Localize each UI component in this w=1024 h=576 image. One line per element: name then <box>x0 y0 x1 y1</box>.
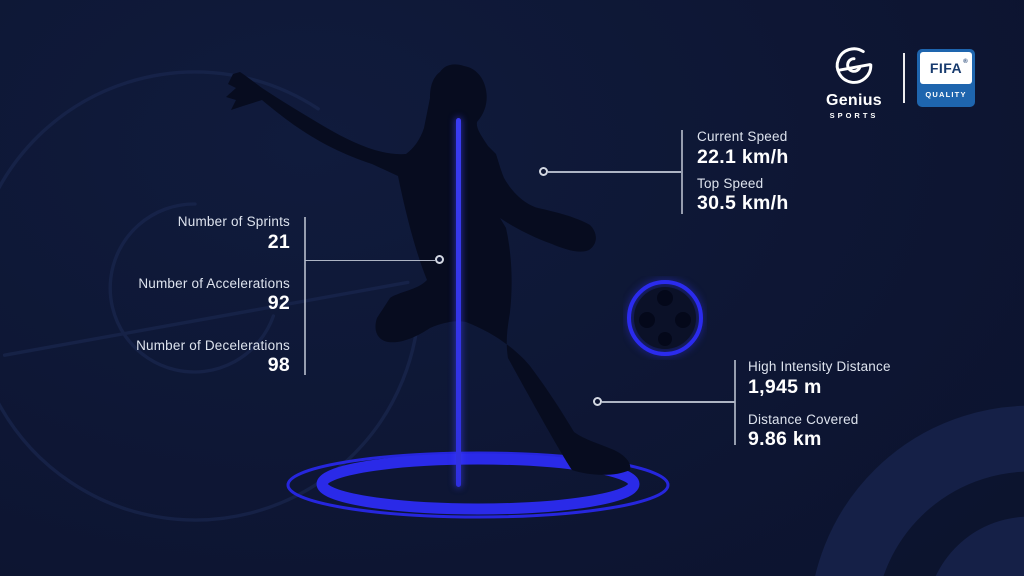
genius-sports-logo: Genius SPORTS <box>816 44 892 120</box>
stat-label: High Intensity Distance <box>748 359 891 374</box>
stat-sprints: Number of Sprints 21 <box>60 214 290 254</box>
stat-label: Current Speed <box>697 129 788 144</box>
distance-connector-line <box>602 401 735 403</box>
stat-value: 21 <box>267 230 290 253</box>
speed-stats-rule <box>681 130 683 214</box>
stat-label: Distance Covered <box>748 411 859 427</box>
speed-connector-line <box>548 171 681 173</box>
distance-stats-group: High Intensity Distance 1,945 m Distance… <box>748 359 988 452</box>
distance-connector-dot <box>593 397 602 406</box>
stat-label: Number of Sprints <box>177 214 290 229</box>
stat-value: 1,945 m <box>748 375 822 398</box>
speed-stats-group: Current Speed 22.1 km/h Top Speed 30.5 k… <box>697 129 917 216</box>
football-icon <box>627 280 703 356</box>
stat-label: Number of Accelerations <box>138 275 290 291</box>
fifa-badge-top: FIFA ® <box>920 52 972 84</box>
fifa-title: FIFA <box>929 60 963 76</box>
vertical-tracking-beam <box>456 118 461 487</box>
stat-label: Number of Decelerations <box>136 337 290 353</box>
genius-logo-name: Genius <box>825 92 883 109</box>
fifa-badge-bottom: QUALITY <box>920 84 972 104</box>
stat-distance-covered: Distance Covered 9.86 km <box>748 412 988 452</box>
fifa-wordmark: FIFA ® <box>929 59 968 76</box>
stat-top-speed: Top Speed 30.5 km/h <box>697 176 917 216</box>
stat-label: Top Speed <box>697 175 764 191</box>
stat-value: 30.5 km/h <box>697 192 789 215</box>
stat-accelerations: Number of Accelerations 92 <box>60 276 290 316</box>
stat-value: 22.1 km/h <box>697 145 789 168</box>
left-connector-dot <box>435 255 444 264</box>
stat-value: 9.86 km <box>748 428 822 451</box>
stat-value: 92 <box>267 292 290 315</box>
stat-decelerations: Number of Decelerations 98 <box>60 338 290 378</box>
stat-high-intensity-distance: High Intensity Distance 1,945 m <box>748 359 988 399</box>
genius-logo-tagline: SPORTS <box>829 111 879 120</box>
left-stats-group: Number of Sprints 21 Number of Accelerat… <box>60 214 290 378</box>
brand-separator <box>903 53 905 103</box>
fifa-quality-badge: FIFA ® QUALITY <box>917 49 975 107</box>
speed-connector-dot <box>539 167 548 176</box>
distance-stats-rule <box>734 360 736 445</box>
stat-value: 98 <box>267 354 290 377</box>
genius-g-icon <box>833 44 875 86</box>
left-stats-rule <box>304 217 306 375</box>
stat-current-speed: Current Speed 22.1 km/h <box>697 129 917 169</box>
fifa-registered-mark: ® <box>963 59 969 65</box>
left-connector-line <box>305 259 435 262</box>
fifa-quality-label: QUALITY <box>925 89 967 99</box>
